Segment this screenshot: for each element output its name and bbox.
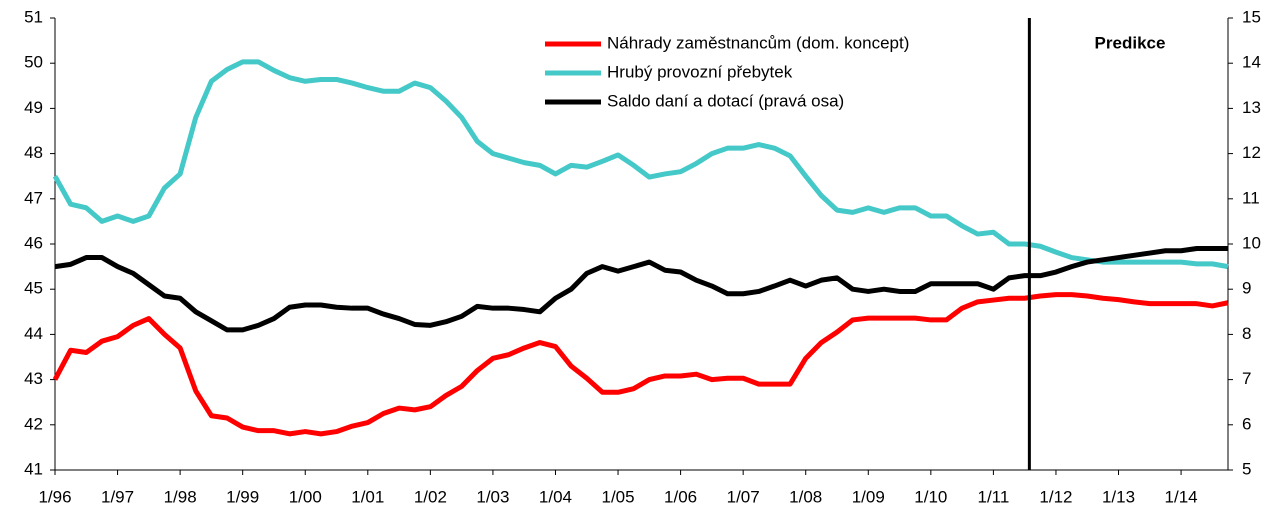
x-tick-label: 1/10 [914, 487, 947, 506]
y2-tick-label: 8 [1242, 324, 1251, 343]
x-tick-label: 1/13 [1102, 487, 1135, 506]
y2-tick-label: 5 [1242, 459, 1251, 478]
y-tick-label: 43 [24, 369, 43, 388]
x-tick-label: 1/12 [1039, 487, 1072, 506]
y-tick-label: 42 [24, 414, 43, 433]
legend-label: Hrubý provozní přebytek [607, 62, 793, 81]
x-tick-label: 1/07 [727, 487, 760, 506]
y2-tick-label: 10 [1242, 233, 1261, 252]
series-line [54, 246, 1228, 333]
y2-tick-label: 12 [1242, 143, 1261, 162]
y-tick-label: 49 [24, 98, 43, 117]
series-line [52, 292, 1229, 437]
x-tick-label: 1/05 [601, 487, 634, 506]
y-tick-label: 44 [24, 324, 43, 343]
legend-label: Saldo daní a dotací (pravá osa) [607, 91, 844, 110]
x-tick-label: 1/08 [789, 487, 822, 506]
x-tick-label: 1/03 [476, 487, 509, 506]
x-tick-label: 1/09 [852, 487, 885, 506]
x-tick-label: 1/96 [38, 487, 71, 506]
y2-tick-label: 14 [1242, 53, 1261, 72]
y-tick-label: 45 [24, 279, 43, 298]
x-tick-label: 1/11 [977, 487, 1009, 506]
x-tick-label: 1/99 [226, 487, 259, 506]
y2-tick-label: 15 [1242, 7, 1261, 26]
x-tick-label: 1/98 [164, 487, 197, 506]
series-line [52, 59, 1229, 270]
y2-tick-label: 7 [1242, 369, 1251, 388]
x-tick-label: 1/06 [664, 487, 697, 506]
forecast-label: Predikce [1095, 33, 1166, 52]
x-tick-label: 1/01 [351, 487, 384, 506]
y-tick-label: 50 [24, 53, 43, 72]
y-tick-label: 47 [24, 188, 43, 207]
y-tick-label: 41 [24, 459, 43, 478]
y-tick-label: 46 [24, 233, 43, 252]
x-tick-label: 1/02 [414, 487, 447, 506]
x-tick-label: 1/00 [289, 487, 322, 506]
y2-tick-label: 13 [1242, 98, 1261, 117]
y-tick-label: 48 [24, 143, 43, 162]
x-tick-label: 1/14 [1165, 487, 1198, 506]
legend-label: Náhrady zaměstnancům (dom. koncept) [607, 33, 909, 52]
y2-tick-label: 6 [1242, 414, 1251, 433]
y2-tick-label: 11 [1242, 188, 1260, 207]
y-tick-label: 51 [24, 7, 43, 26]
y2-tick-label: 9 [1242, 279, 1251, 298]
x-tick-label: 1/97 [101, 487, 134, 506]
x-tick-label: 1/04 [539, 487, 572, 506]
